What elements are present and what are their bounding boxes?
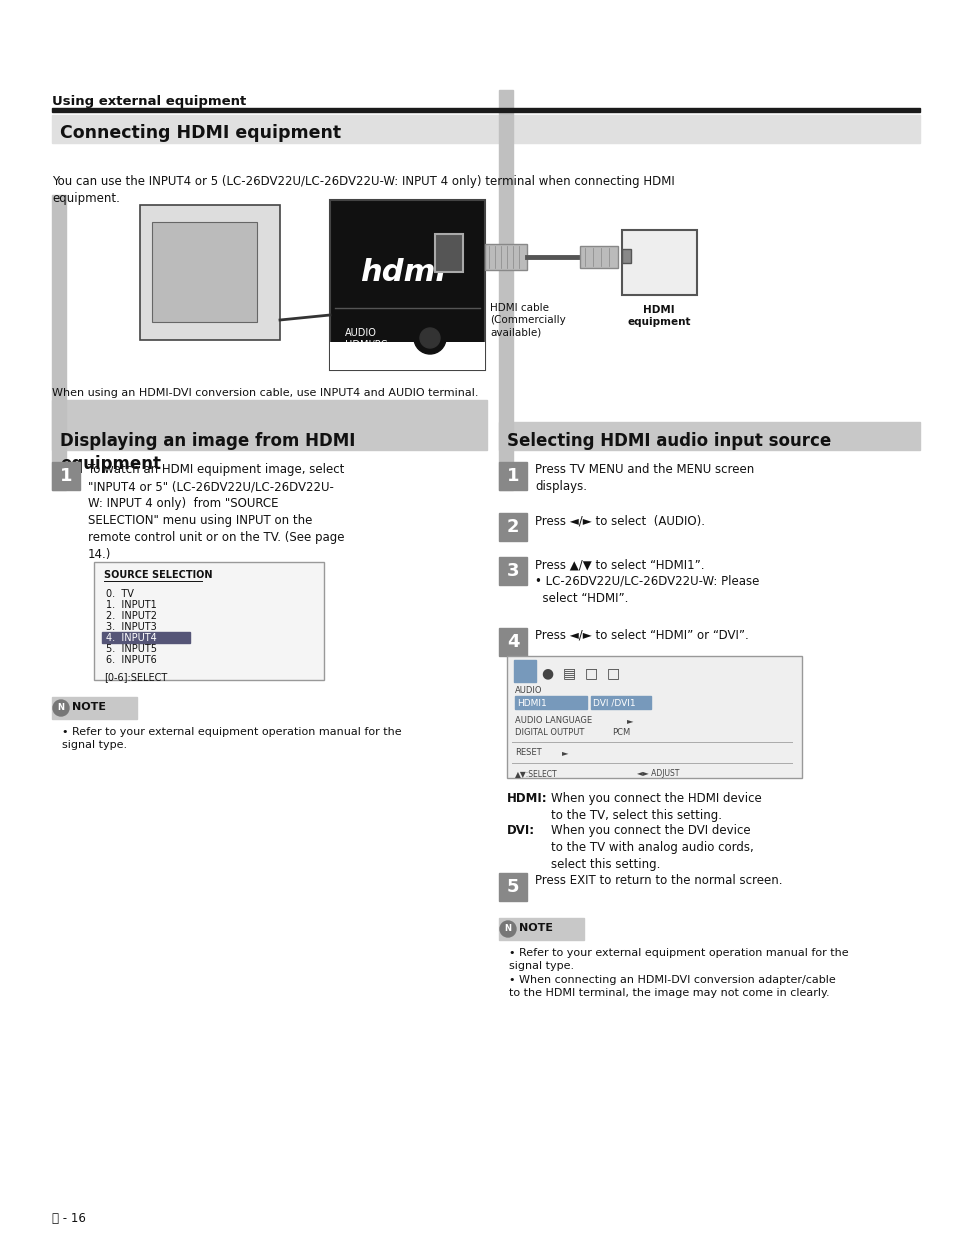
Text: 2: 2 — [506, 517, 518, 536]
Bar — [152, 222, 256, 322]
Text: HDMI:: HDMI: — [506, 792, 547, 805]
Bar — [102, 632, 190, 643]
Text: • Refer to your external equipment operation manual for the
signal type.: • Refer to your external equipment opera… — [509, 948, 848, 971]
Bar — [621, 249, 630, 263]
Text: 1: 1 — [506, 467, 518, 485]
Text: 1.  INPUT1: 1. INPUT1 — [106, 600, 156, 610]
Circle shape — [53, 700, 69, 716]
Text: 3: 3 — [506, 562, 518, 580]
Text: N: N — [504, 924, 511, 932]
Bar — [94, 562, 324, 680]
Text: ▤: ▤ — [562, 666, 575, 680]
Text: AUDIO: AUDIO — [515, 685, 542, 695]
Text: 5.  INPUT5: 5. INPUT5 — [106, 643, 157, 655]
Bar — [52, 115, 919, 143]
Text: □: □ — [517, 666, 531, 680]
Bar — [514, 659, 536, 682]
Text: When you connect the DVI device
to the TV with analog audio cords,
select this s: When you connect the DVI device to the T… — [551, 824, 753, 871]
Text: 6.  INPUT6: 6. INPUT6 — [106, 655, 156, 664]
Bar — [498, 513, 526, 541]
Text: Connecting HDMI equipment: Connecting HDMI equipment — [60, 124, 341, 142]
Text: 0.  TV: 0. TV — [106, 589, 133, 599]
Text: DVI /DVI1: DVI /DVI1 — [593, 699, 635, 708]
Text: ⓔ - 16: ⓔ - 16 — [52, 1212, 86, 1225]
Bar — [52, 462, 80, 490]
Bar — [52, 697, 137, 719]
Bar — [52, 195, 66, 490]
Text: AUDIO
HDMI/PC: AUDIO HDMI/PC — [345, 329, 387, 351]
Text: □: □ — [584, 666, 597, 680]
Bar — [140, 205, 280, 340]
Text: N: N — [57, 703, 65, 713]
Text: Press EXIT to return to the normal screen.: Press EXIT to return to the normal scree… — [535, 874, 781, 887]
Circle shape — [419, 329, 439, 348]
Bar — [435, 233, 462, 272]
Text: ●: ● — [540, 666, 553, 680]
Text: Press ▲/▼ to select “HDMI1”.
• LC-26DV22U/LC-26DV22U-W: Please
  select “HDMI”.: Press ▲/▼ to select “HDMI1”. • LC-26DV22… — [535, 558, 759, 605]
Text: HDMI
equipment: HDMI equipment — [626, 305, 690, 327]
Bar — [330, 200, 484, 370]
Text: DIGITAL OUTPUT: DIGITAL OUTPUT — [515, 727, 584, 737]
Bar — [621, 230, 697, 295]
Text: AUDIO LANGUAGE: AUDIO LANGUAGE — [515, 716, 592, 725]
Text: NOTE: NOTE — [71, 701, 106, 713]
Bar — [498, 918, 583, 940]
Text: HDMI1: HDMI1 — [517, 699, 546, 708]
Bar — [484, 245, 526, 270]
Text: SOURCE SELECTION: SOURCE SELECTION — [104, 571, 213, 580]
Circle shape — [414, 322, 446, 354]
Bar — [330, 342, 484, 370]
Text: hdmi: hdmi — [359, 258, 445, 287]
Text: Press ◄/► to select  (AUDIO).: Press ◄/► to select (AUDIO). — [535, 514, 704, 527]
Bar — [515, 697, 586, 709]
Bar — [52, 107, 919, 112]
Text: You can use the INPUT4 or 5 (LC-26DV22U/LC-26DV22U-W: INPUT 4 only) terminal whe: You can use the INPUT4 or 5 (LC-26DV22U/… — [52, 175, 674, 205]
Text: • Refer to your external equipment operation manual for the
signal type.: • Refer to your external equipment opera… — [62, 727, 401, 750]
Text: 1: 1 — [60, 467, 72, 485]
Text: Displaying an image from HDMI
equipment: Displaying an image from HDMI equipment — [60, 432, 355, 473]
Bar — [498, 629, 526, 656]
Bar — [498, 462, 526, 490]
Text: 2.  INPUT2: 2. INPUT2 — [106, 611, 157, 621]
Text: 3.  INPUT3: 3. INPUT3 — [106, 622, 156, 632]
Text: ►: ► — [561, 748, 568, 757]
Text: NOTE: NOTE — [518, 923, 553, 932]
Text: Using external equipment: Using external equipment — [52, 95, 246, 107]
Text: ▲▼:SELECT: ▲▼:SELECT — [515, 769, 558, 778]
Text: HDMI cable
(Commercially
available): HDMI cable (Commercially available) — [490, 303, 565, 338]
Text: DVI:: DVI: — [506, 824, 535, 837]
Text: When you connect the HDMI device
to the TV, select this setting.: When you connect the HDMI device to the … — [551, 792, 760, 823]
Bar — [498, 557, 526, 585]
Bar — [579, 246, 618, 268]
Text: Selecting HDMI audio input source: Selecting HDMI audio input source — [506, 432, 830, 450]
Text: Press ◄/► to select “HDMI” or “DVI”.: Press ◄/► to select “HDMI” or “DVI”. — [535, 629, 748, 642]
Bar — [498, 422, 919, 450]
Text: □: □ — [606, 666, 618, 680]
Text: To watch an HDMI equipment image, select
"INPUT4 or 5" (LC-26DV22U/LC-26DV22U-
W: To watch an HDMI equipment image, select… — [88, 463, 344, 561]
Text: • When connecting an HDMI-DVI conversion adapter/cable
to the HDMI terminal, the: • When connecting an HDMI-DVI conversion… — [509, 974, 835, 998]
Text: 4.  INPUT4: 4. INPUT4 — [106, 634, 156, 643]
Bar — [506, 656, 801, 778]
Text: ◄► ADJUST: ◄► ADJUST — [637, 769, 679, 778]
Bar — [52, 400, 486, 450]
Bar — [498, 90, 513, 490]
Bar — [590, 697, 650, 709]
Text: [0-6]:SELECT: [0-6]:SELECT — [104, 672, 167, 682]
Text: 4: 4 — [506, 634, 518, 651]
Text: INPUT 4: INPUT 4 — [385, 214, 429, 224]
Text: RESET: RESET — [515, 748, 541, 757]
Text: When using an HDMI-DVI conversion cable, use INPUT4 and AUDIO terminal.: When using an HDMI-DVI conversion cable,… — [52, 388, 478, 398]
Circle shape — [499, 921, 516, 937]
Text: PCM: PCM — [612, 727, 630, 737]
Text: Press TV MENU and the MENU screen
displays.: Press TV MENU and the MENU screen displa… — [535, 463, 754, 493]
Text: ►: ► — [626, 716, 633, 725]
Bar — [498, 873, 526, 902]
Text: 5: 5 — [506, 878, 518, 897]
